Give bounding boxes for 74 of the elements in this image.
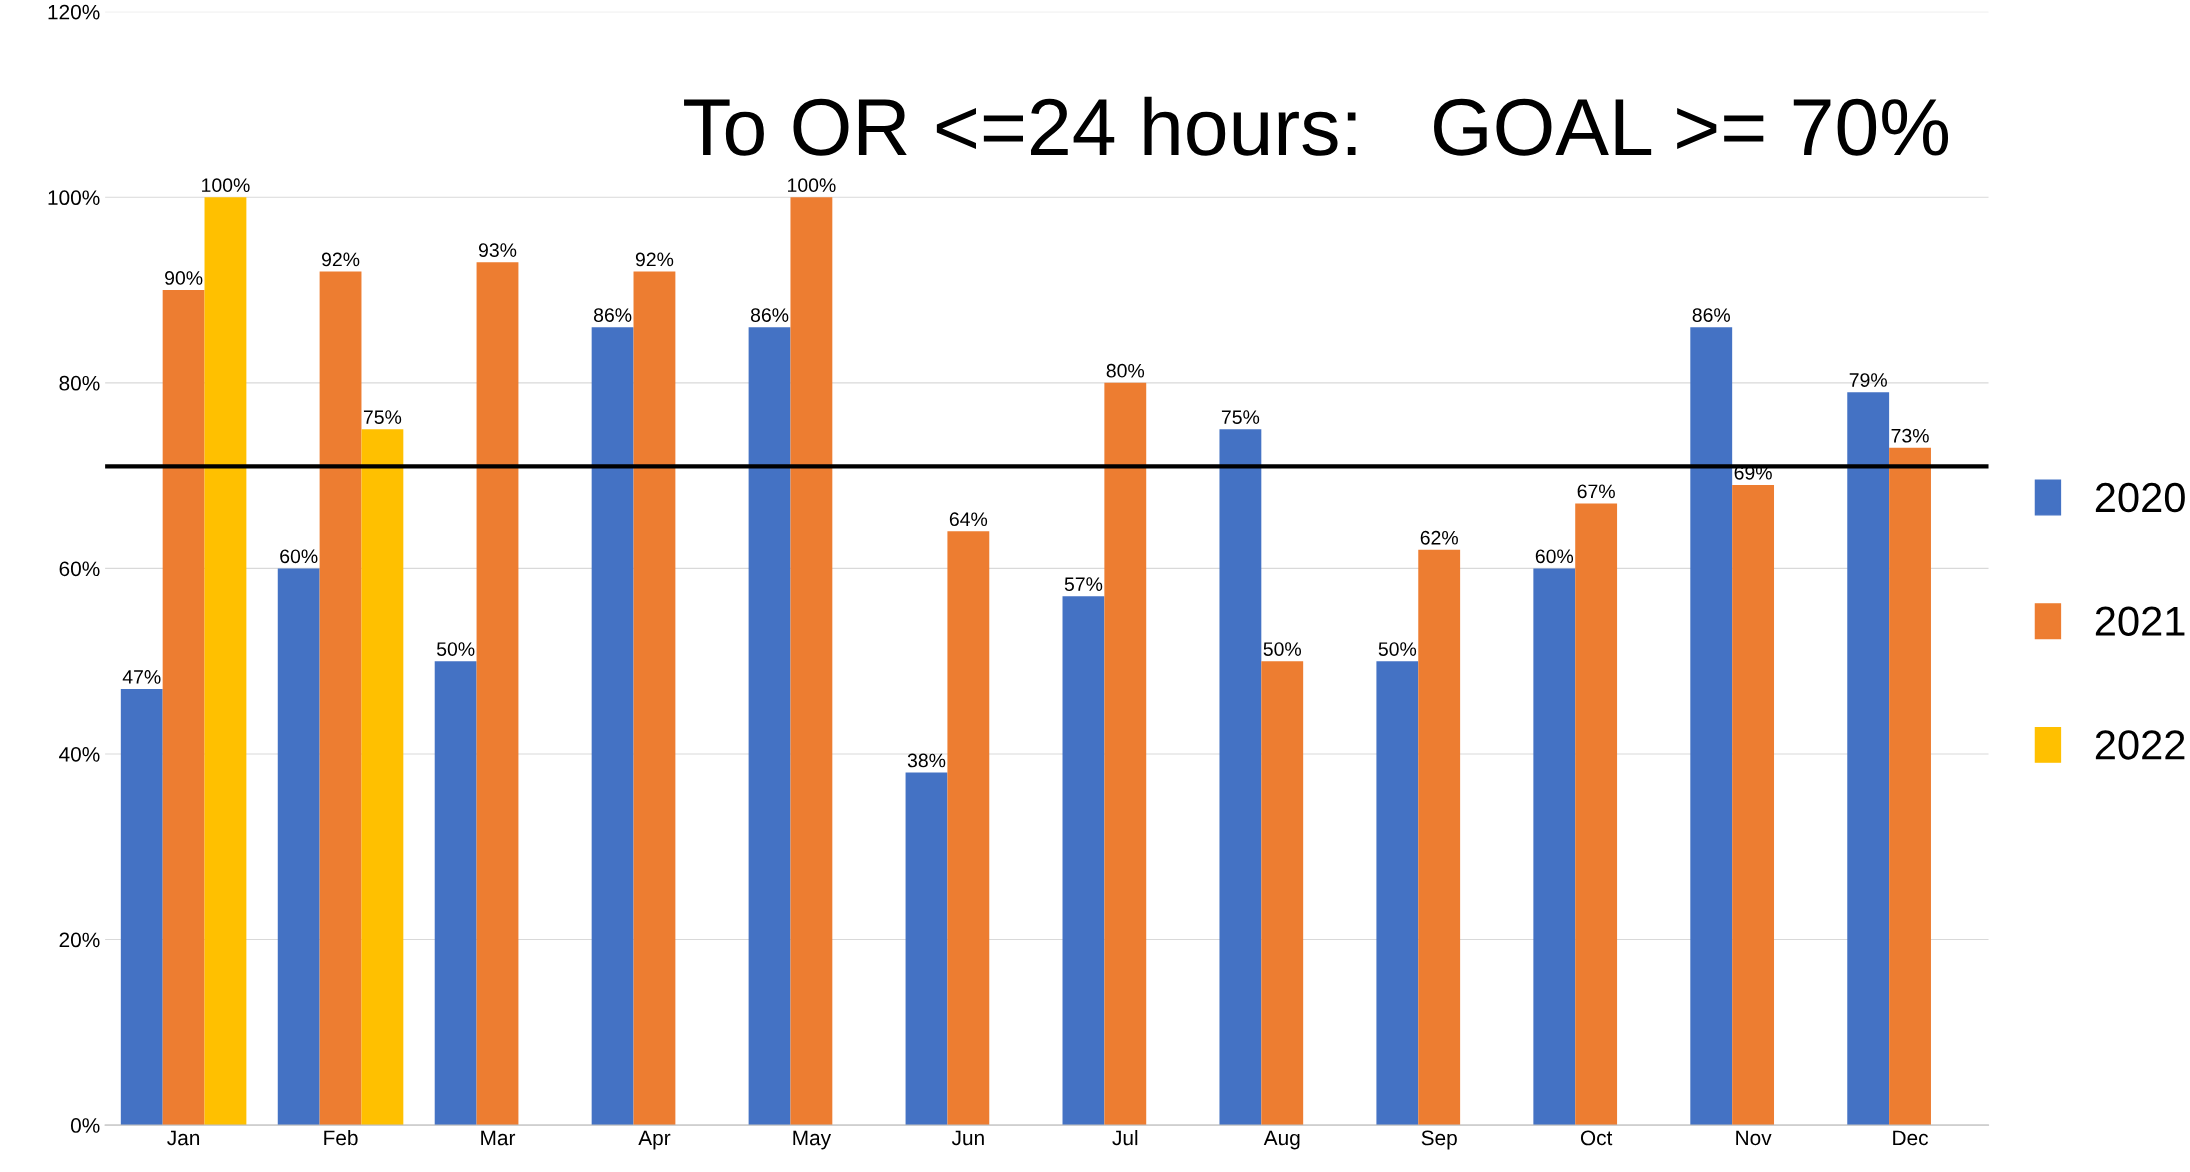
x-tick-label: Feb xyxy=(324,1129,358,1146)
bar xyxy=(1376,661,1419,1126)
data-label: 67% xyxy=(1577,484,1615,499)
y-tick-label: 80% xyxy=(59,375,100,391)
data-label: 86% xyxy=(593,308,632,322)
x-tick-label: May xyxy=(793,1130,832,1150)
data-label: 60% xyxy=(1535,549,1574,564)
bar xyxy=(1219,429,1262,1126)
x-tick-label: Apr xyxy=(638,1130,671,1150)
y-tick-label: 40% xyxy=(59,746,100,762)
bar xyxy=(1533,568,1576,1126)
x-tick-label: Nov xyxy=(1736,1130,1772,1146)
bar xyxy=(204,197,247,1126)
data-label: 93% xyxy=(478,243,517,257)
data-label: 90% xyxy=(165,271,203,285)
bar xyxy=(633,271,676,1126)
data-label: 79% xyxy=(1849,373,1887,387)
data-label: 38% xyxy=(907,753,946,768)
y-tick-label: 100% xyxy=(48,190,100,206)
bar xyxy=(1847,392,1890,1126)
bar xyxy=(1418,549,1461,1126)
bar xyxy=(748,327,791,1126)
legend-label: 2020 xyxy=(2095,482,2185,513)
legend-label: 2022 xyxy=(2095,730,2185,760)
bar xyxy=(905,772,948,1126)
data-label: 100% xyxy=(788,178,836,193)
text: To OR <=24 hours: GOAL >= 70% xyxy=(684,96,1949,156)
x-tick-label: Dec xyxy=(1893,1130,1929,1146)
data-label: 57% xyxy=(1064,577,1103,592)
bar xyxy=(120,689,163,1126)
bar xyxy=(1261,661,1304,1126)
y-tick-label: 0% xyxy=(70,1118,100,1133)
bar xyxy=(1062,596,1105,1126)
data-label: 86% xyxy=(750,308,789,322)
data-label: 86% xyxy=(1692,308,1731,322)
data-label: 75% xyxy=(1221,410,1260,425)
x-tick-label: Jun xyxy=(951,1130,984,1146)
bar xyxy=(277,568,320,1126)
y-tick-label: 120% xyxy=(48,4,100,20)
data-label: 50% xyxy=(1378,642,1417,656)
x-tick-label: Sep xyxy=(1421,1130,1457,1150)
data-label: 75% xyxy=(363,410,402,425)
x-tick-label: Jan xyxy=(167,1130,200,1146)
x-tick-label: Jul xyxy=(1112,1129,1138,1146)
x-tick-label: Oct xyxy=(1580,1130,1613,1146)
data-label: 47% xyxy=(122,670,161,684)
bar xyxy=(1104,382,1147,1126)
data-label: 73% xyxy=(1891,428,1929,443)
data-label: 92% xyxy=(635,252,674,267)
bar xyxy=(591,327,634,1126)
data-label: 50% xyxy=(1263,642,1302,656)
y-tick-label: 60% xyxy=(59,561,100,577)
data-label: 50% xyxy=(436,642,475,656)
bar xyxy=(319,271,362,1126)
data-label: 80% xyxy=(1106,363,1145,378)
bar xyxy=(361,429,404,1126)
data-label: 64% xyxy=(949,512,988,527)
x-tick-label: Mar xyxy=(481,1130,516,1146)
bar xyxy=(434,661,477,1126)
bar xyxy=(1889,447,1931,1126)
data-label: 60% xyxy=(280,549,318,564)
bar xyxy=(790,197,833,1126)
legend-label: 2021 xyxy=(2095,606,2185,637)
bar xyxy=(1690,327,1733,1126)
bar xyxy=(476,262,519,1126)
bar xyxy=(162,290,205,1126)
y-tick-label: 20% xyxy=(59,932,100,948)
data-label: 100% xyxy=(202,178,250,193)
data-label: 62% xyxy=(1420,530,1458,545)
bar xyxy=(1575,503,1618,1126)
bar xyxy=(947,531,990,1126)
data-label: 92% xyxy=(322,252,360,267)
x-tick-label: Aug xyxy=(1263,1130,1300,1150)
bar xyxy=(1732,484,1775,1126)
